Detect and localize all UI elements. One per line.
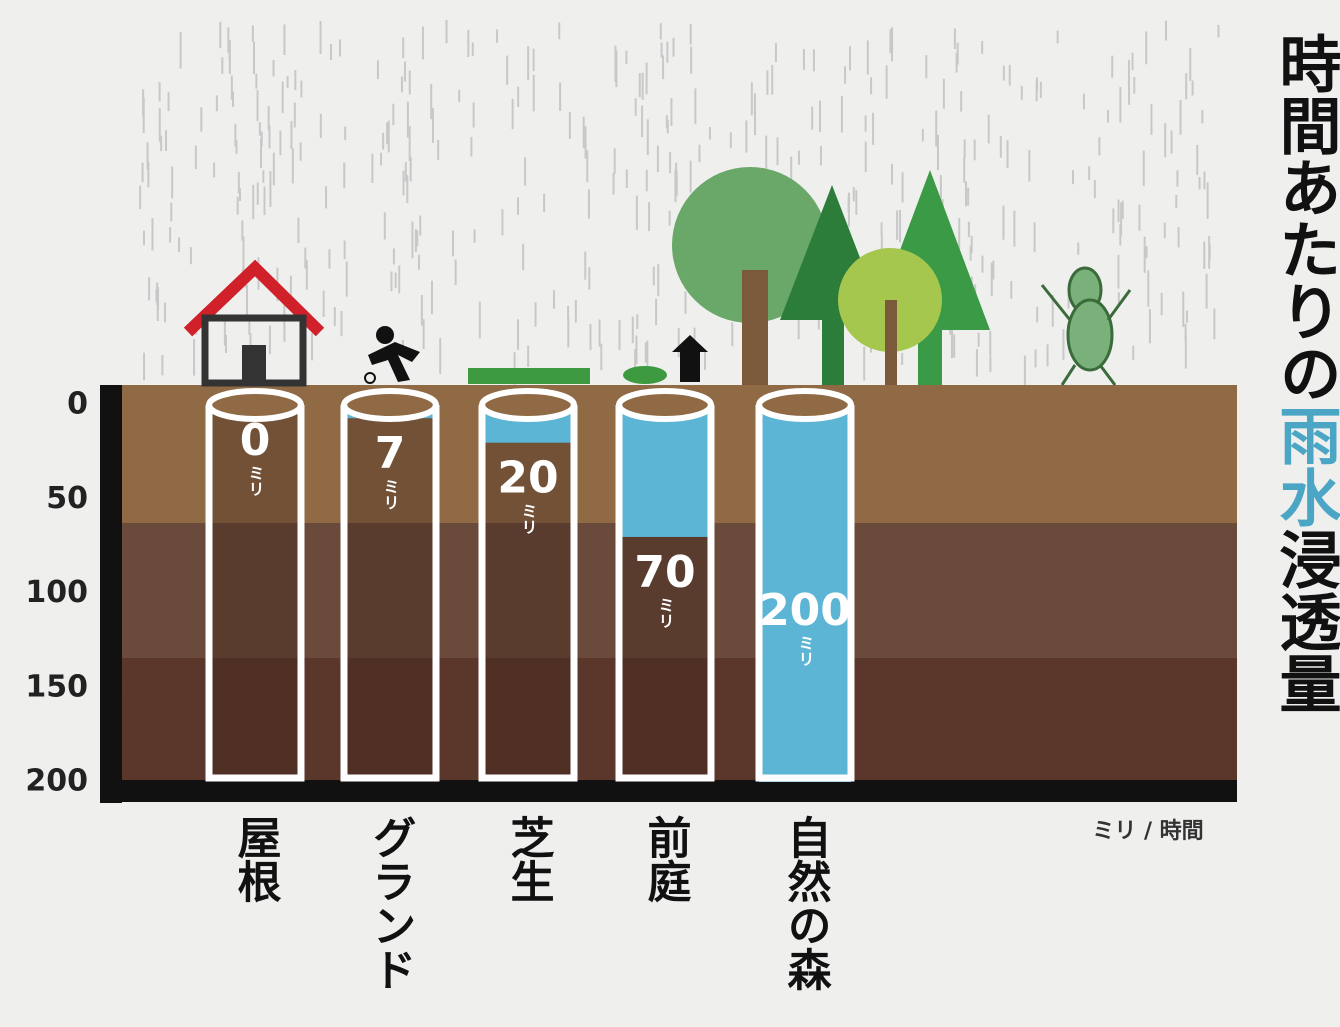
x-tick-label: グランド xyxy=(365,815,416,991)
base-bar xyxy=(100,780,1237,802)
y-tick-label: 150 xyxy=(25,669,88,704)
unit-label: ミリ / 時間 xyxy=(1092,819,1203,844)
x-tick-label: 芝生 xyxy=(503,815,554,903)
runner-icon xyxy=(365,326,420,383)
frog-icon xyxy=(1042,268,1130,385)
y-tick-label: 50 xyxy=(46,481,88,516)
tube-top xyxy=(619,391,711,419)
value-unit: ミリ xyxy=(656,597,675,629)
value-label: 7 xyxy=(375,428,406,479)
y-tick-label: 200 xyxy=(25,764,88,799)
value-label: 70 xyxy=(634,547,695,598)
tube-top xyxy=(482,391,574,419)
value-label: 0 xyxy=(240,415,271,466)
tube-top xyxy=(759,391,851,419)
chart: 時間あたりの雨水浸透量 ミリ / 時間 0501001502000ミリ屋根7ミリ… xyxy=(0,0,1340,1027)
chart-title: 時間あたりの雨水浸透量 xyxy=(1269,32,1340,714)
y-tick-label: 100 xyxy=(25,575,88,610)
house-icon xyxy=(188,268,320,383)
value-unit: ミリ xyxy=(246,465,265,497)
x-tick-label: 屋根 xyxy=(230,815,282,903)
value-label: 200 xyxy=(759,585,851,636)
tube-top xyxy=(344,391,436,419)
title-part: 浸透量 xyxy=(1269,528,1340,714)
value-unit: ミリ xyxy=(519,503,538,535)
grass-icon xyxy=(468,368,590,384)
value-label: 20 xyxy=(497,453,558,504)
x-tick-label: 前庭 xyxy=(640,815,692,903)
title-part: 時間あたりの xyxy=(1269,32,1340,404)
value-unit: ミリ xyxy=(796,635,815,667)
title-part: 雨水 xyxy=(1269,404,1340,528)
value-unit: ミリ xyxy=(381,478,400,510)
y-tick-label: 0 xyxy=(67,387,88,422)
water xyxy=(619,405,711,537)
x-tick-label: 自然の森 xyxy=(780,815,832,991)
